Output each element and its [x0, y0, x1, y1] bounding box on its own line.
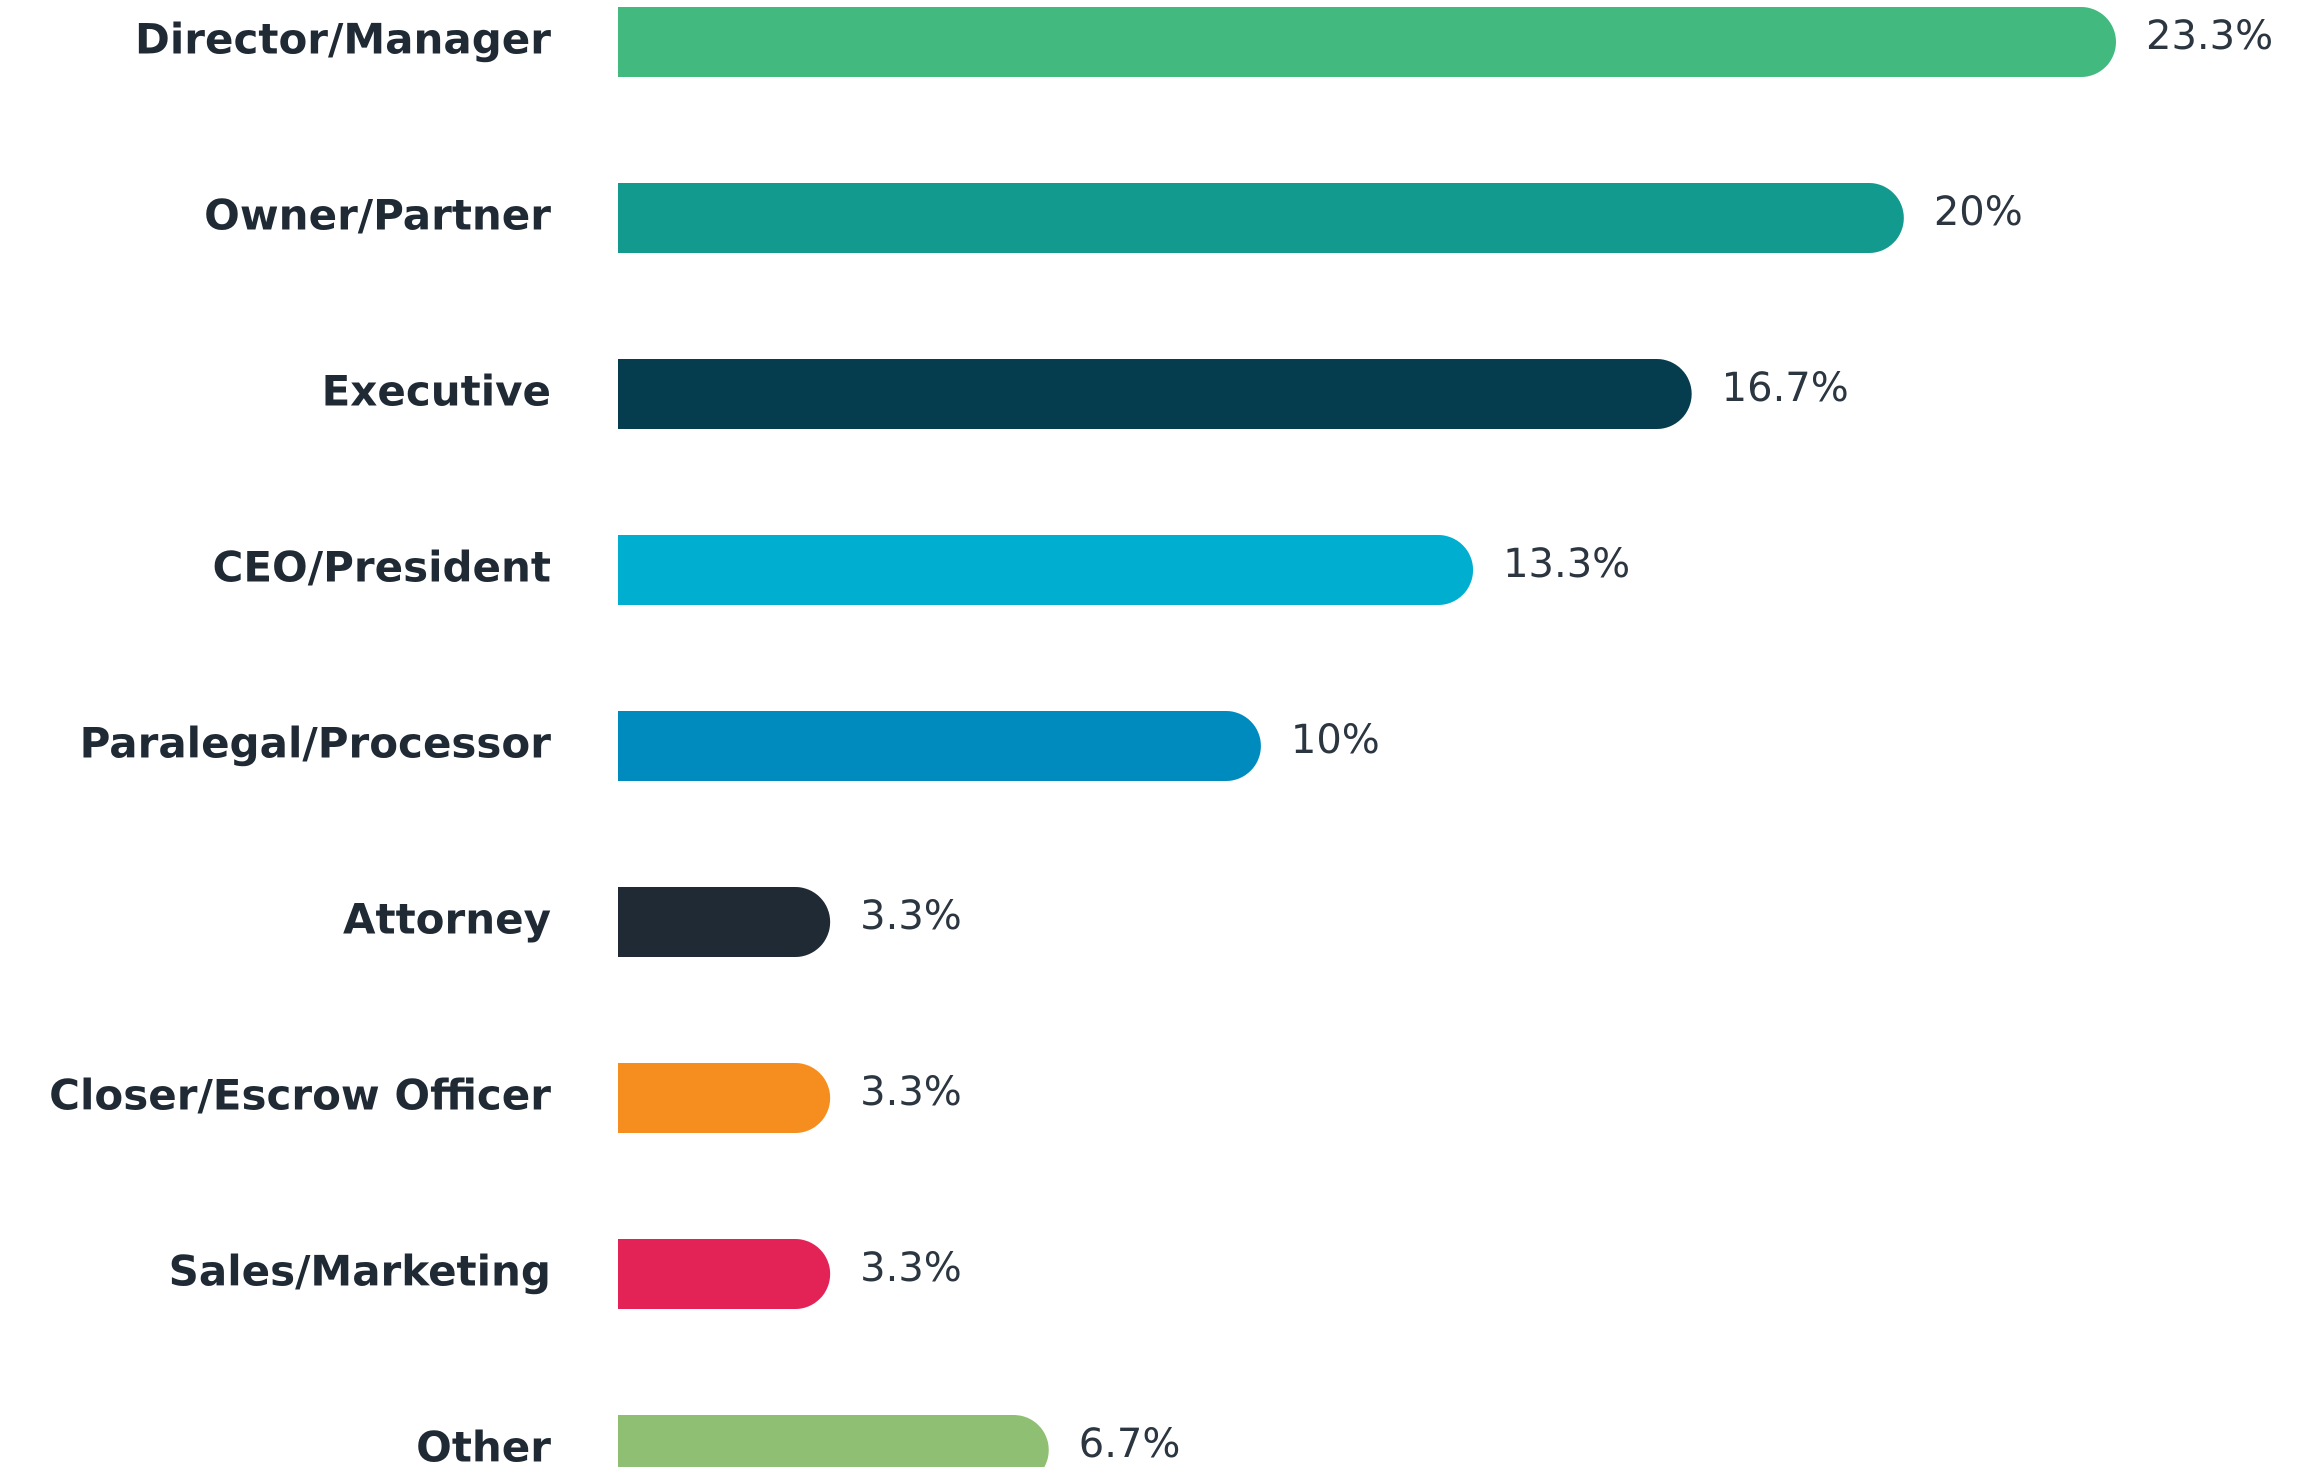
category-label: CEO/President [213, 543, 551, 592]
category-label: Attorney [343, 895, 551, 944]
bar [618, 887, 831, 957]
bar [618, 535, 1474, 605]
value-label: 10% [1291, 717, 1380, 763]
value-label: 16.7% [1722, 365, 1849, 411]
category-label: Executive [322, 367, 551, 416]
bar [618, 1415, 1049, 1467]
category-label: Paralegal/Processor [80, 719, 552, 768]
value-label: 3.3% [860, 1069, 962, 1115]
bar [618, 7, 2116, 77]
value-label: 20% [1934, 189, 2023, 235]
bar [618, 1239, 831, 1309]
value-label: 6.7% [1079, 1421, 1181, 1467]
bar [618, 711, 1261, 781]
value-label: 3.3% [860, 893, 962, 939]
category-label: Other [416, 1423, 551, 1467]
value-label: 3.3% [860, 1245, 962, 1291]
category-label: Director/Manager [135, 15, 551, 64]
category-label: Sales/Marketing [169, 1247, 551, 1296]
category-label: Owner/Partner [204, 191, 551, 240]
bar [618, 183, 1904, 253]
bar [618, 359, 1692, 429]
category-label: Closer/Escrow Officer [49, 1071, 551, 1120]
value-label: 23.3% [2146, 13, 2273, 59]
bar [618, 1063, 831, 1133]
value-label: 13.3% [1503, 541, 1630, 587]
